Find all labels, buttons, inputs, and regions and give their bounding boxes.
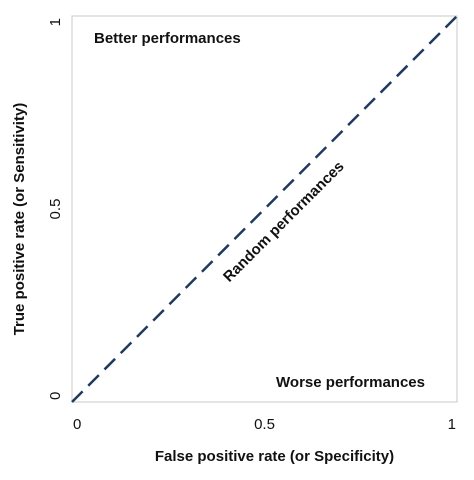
worse-performances-label: Worse performances xyxy=(276,374,425,391)
y-axis-label: True positive rate (or Sensitivity) xyxy=(11,103,28,336)
y-axis-ticks: 00.51 xyxy=(47,18,64,400)
x-tick-label: 1 xyxy=(448,416,456,433)
x-tick-label: 0.5 xyxy=(254,416,275,433)
x-tick-label: 0 xyxy=(73,416,81,433)
random-performances-label: Random performances xyxy=(220,158,348,286)
better-performances-label: Better performances xyxy=(94,30,241,47)
x-axis-ticks: 0 0.5 1 xyxy=(73,416,456,433)
x-axis-label: False positive rate (or Specificity) xyxy=(155,448,394,465)
y-tick-label: 0 xyxy=(47,392,64,400)
plot-area-frame xyxy=(71,15,458,403)
y-tick-label: 1 xyxy=(47,18,64,26)
y-tick-label: 0.5 xyxy=(47,199,64,220)
random-classifier-line xyxy=(71,15,458,403)
